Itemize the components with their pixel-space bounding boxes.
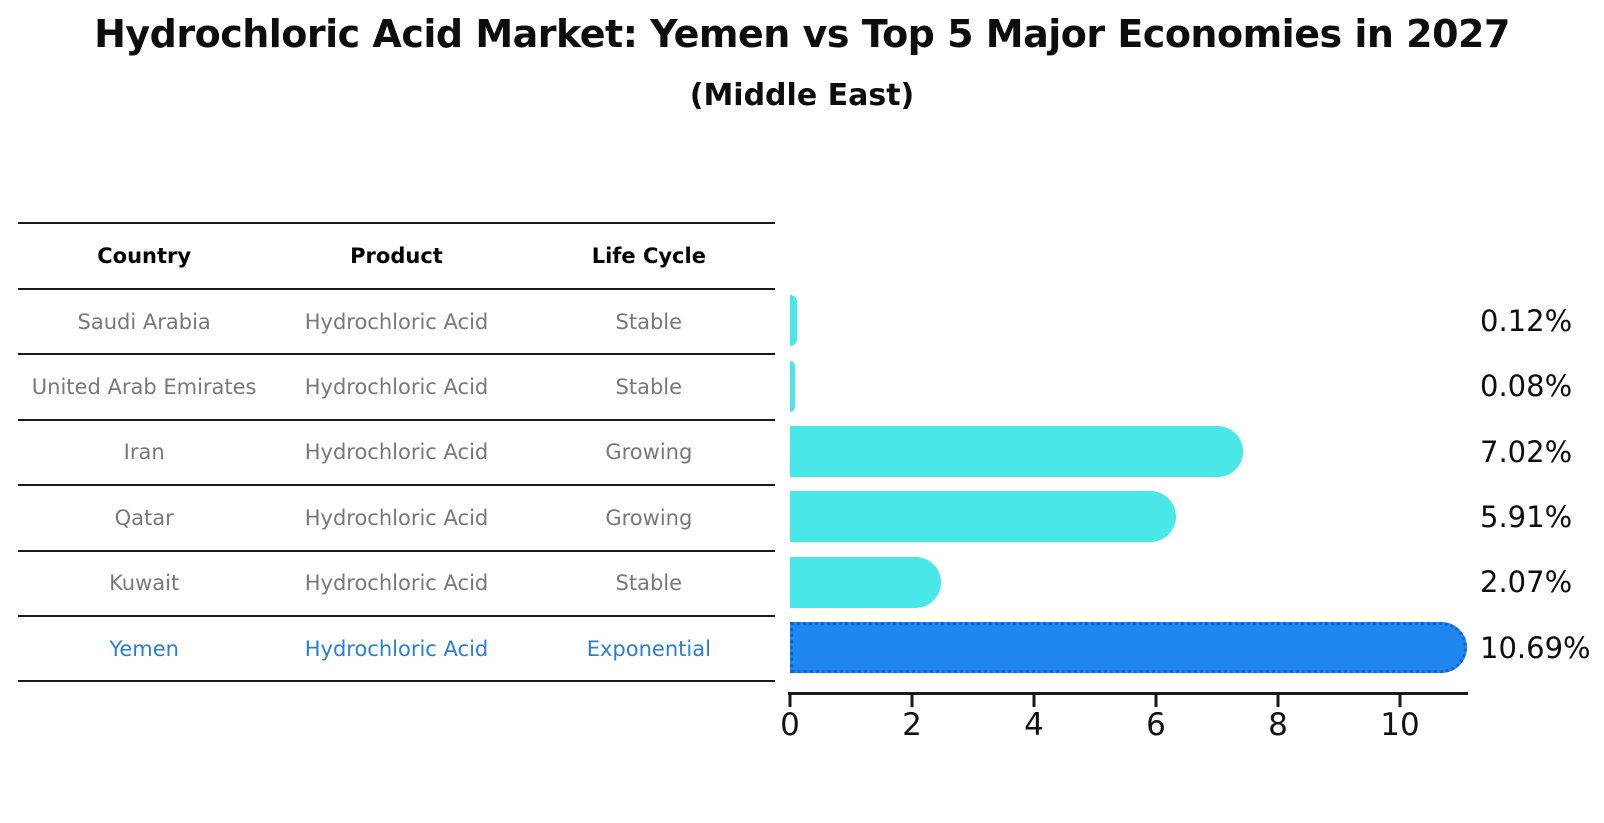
x-tick-label: 10	[1380, 707, 1420, 743]
cell-product: Hydrochloric Acid	[304, 309, 489, 334]
value-label: 2.07%	[1480, 565, 1573, 599]
table-row: United Arab Emirates Hydrochloric Acid Sta…	[18, 355, 775, 421]
x-tick-label: 0	[780, 707, 800, 743]
bar-united-arab-emirates	[790, 361, 795, 412]
x-tick-label: 4	[1024, 707, 1044, 743]
x-tick-mark	[1398, 695, 1402, 707]
table-row: Saudi Arabia Hydrochloric Acid Stable	[18, 290, 775, 356]
table-header-row: Country Product Life Cycle	[18, 224, 775, 290]
column-header-country: Country	[97, 244, 192, 268]
bar-qatar	[790, 491, 1176, 542]
table-body: Saudi Arabia Hydrochloric Acid Stable Unite…	[18, 290, 775, 683]
value-label: 0.08%	[1480, 369, 1573, 403]
value-label: 10.69%	[1480, 631, 1591, 665]
column-header-life-cycle: Life Cycle	[591, 244, 706, 268]
cell-country: Kuwait	[109, 571, 180, 596]
cell-country: United Arab Emirates	[31, 375, 257, 400]
table-row: Iran Hydrochloric Acid Growing	[18, 421, 775, 487]
cell-product: Hydrochloric Acid	[304, 571, 489, 596]
cell-life-cycle: Stable	[615, 571, 683, 596]
cell-product: Hydrochloric Acid	[304, 505, 489, 530]
country-table: Country Product Life Cycle Saudi Arabia H…	[18, 222, 775, 683]
cell-product: Hydrochloric Acid	[304, 636, 489, 661]
cell-life-cycle: Growing	[605, 440, 693, 465]
x-axis-line	[788, 692, 1468, 695]
chart-subtitle: (Middle East)	[689, 78, 915, 113]
x-tick-label: 6	[1146, 707, 1166, 743]
cell-country: Iran	[123, 440, 165, 465]
table-row: Kuwait Hydrochloric Acid Stable	[18, 552, 775, 617]
cell-life-cycle: Stable	[615, 375, 683, 400]
value-label: 5.91%	[1480, 500, 1573, 534]
x-tick-mark	[1276, 695, 1280, 707]
bar-yemen	[790, 622, 1467, 673]
cell-life-cycle: Exponential	[586, 636, 711, 661]
x-tick-mark	[788, 695, 792, 707]
bar-kuwait	[790, 557, 941, 608]
cell-product: Hydrochloric Acid	[304, 440, 489, 465]
chart-title: Hydrochloric Acid Market: Yemen vs Top 5…	[94, 12, 1510, 56]
cell-country: Saudi Arabia	[77, 309, 211, 334]
value-label: 7.02%	[1480, 435, 1573, 469]
table-row: Qatar Hydrochloric Acid Growing	[18, 486, 775, 552]
x-tick-label: 2	[902, 707, 922, 743]
cell-life-cycle: Growing	[605, 505, 693, 530]
cell-country: Yemen	[109, 636, 179, 661]
x-tick-label: 8	[1268, 707, 1288, 743]
bar-saudi-arabia	[790, 295, 797, 346]
bar-iran	[790, 426, 1243, 477]
value-label: 0.12%	[1480, 304, 1573, 338]
cell-life-cycle: Stable	[615, 309, 683, 334]
cell-product: Hydrochloric Acid	[304, 375, 489, 400]
x-tick-mark	[1154, 695, 1158, 707]
cell-country: Qatar	[114, 505, 174, 530]
column-header-product: Product	[350, 244, 443, 268]
x-tick-mark	[910, 695, 914, 707]
table-row: Yemen Hydrochloric Acid Exponential	[18, 617, 775, 683]
x-tick-mark	[1032, 695, 1036, 707]
